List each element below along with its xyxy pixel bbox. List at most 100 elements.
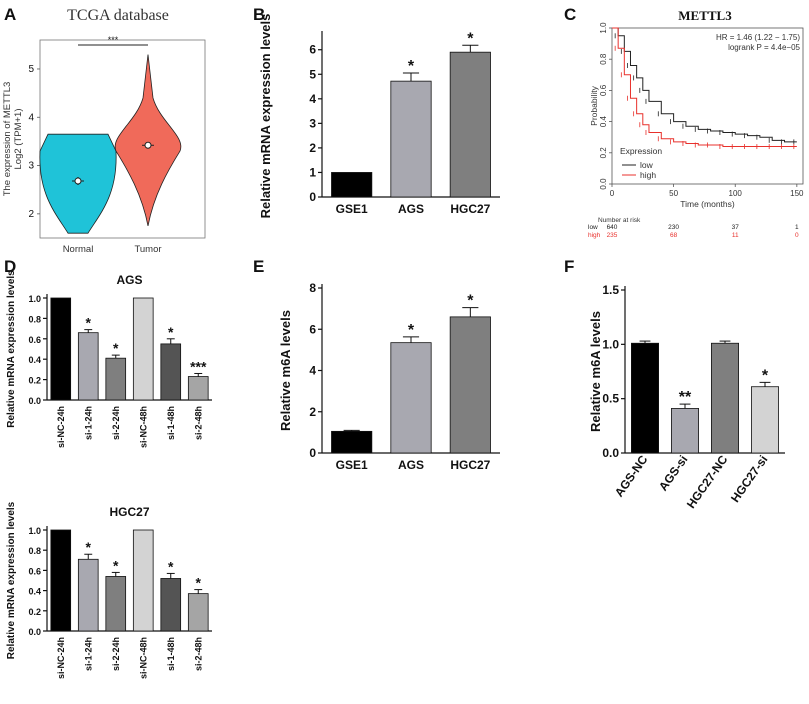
- risk-value: 1: [795, 224, 799, 231]
- chart-title: HGC27: [109, 505, 149, 519]
- bar-si-1-48h: [160, 343, 182, 401]
- panel-b-bar-chart: 0 1 2 3 4 5 6 Relative mRNA expression levels GS…: [258, 14, 500, 219]
- y-tick-label: 0.2: [599, 147, 608, 159]
- y-axis-label-line2: Log2 (TPM+1): [13, 109, 24, 170]
- plot-frame: [611, 27, 804, 185]
- chart-title: AGS: [116, 273, 142, 287]
- y-tick-label: 0.0: [602, 446, 619, 460]
- x-tick-label: Tumor: [134, 244, 161, 255]
- y-tick-label: 0.6: [28, 566, 41, 576]
- panel-d-hgc27-bar-chart: 0.0 0.2 0.4 0.6 0.8 1.0 Relative mRNA expressi…: [6, 501, 212, 679]
- median-point: [144, 141, 152, 149]
- panel-label-a: A: [4, 5, 16, 24]
- bar-hgc27: [449, 51, 491, 198]
- y-tick-label: 0.6: [599, 84, 608, 96]
- bar-ags: [390, 80, 432, 198]
- y-tick-label: 0.0: [599, 178, 608, 190]
- y-tick-label: 1: [309, 165, 316, 179]
- y-axis-label: Relative m6A levels: [588, 311, 603, 432]
- risk-value: 11: [732, 232, 739, 239]
- risk-value: 640: [607, 224, 618, 231]
- x-tick-label: si-NC-24h: [56, 406, 66, 448]
- y-tick-label: 5: [309, 67, 316, 81]
- y-axis-label: Probability: [589, 85, 599, 125]
- bar-si-2-24h: [105, 357, 127, 401]
- y-tick-label: 0.2: [28, 607, 41, 617]
- y-tick-label: 0: [309, 190, 316, 204]
- x-tick-label: si-2-48h: [193, 637, 203, 671]
- bar-hgc27-si: [751, 386, 780, 454]
- legend-title: Expression: [620, 146, 662, 156]
- significance-marker: *: [86, 315, 92, 331]
- significance-marker: *: [467, 293, 474, 310]
- x-tick-label: AGS: [398, 458, 424, 472]
- x-tick-label: Normal: [63, 244, 94, 255]
- y-tick-label: 5: [28, 64, 34, 75]
- bar-si-nc-24h: [50, 529, 72, 632]
- x-tick-label: si-2-24h: [111, 406, 121, 440]
- y-tick-label: 0.8: [599, 53, 608, 65]
- y-tick-label: 2: [309, 405, 316, 419]
- x-tick-label: si-1-48h: [166, 637, 176, 671]
- y-tick-label: 1.0: [28, 294, 41, 304]
- x-tick-label: si-2-24h: [111, 637, 121, 671]
- y-tick-label: 4: [309, 364, 316, 378]
- y-tick-label: 0: [309, 446, 316, 460]
- plot-frame: [39, 39, 206, 239]
- bar-hgc27: [449, 316, 491, 454]
- survival-curve-low: [612, 27, 797, 143]
- x-tick-label: HGC27-si: [728, 453, 770, 505]
- y-axis-label: Relative mRNA expression levels: [258, 14, 273, 219]
- chart-title: TCGA database: [67, 7, 169, 24]
- significance-marker: *: [196, 575, 202, 591]
- x-tick-label: si-1-48h: [166, 406, 176, 440]
- y-axis-label: Relative mRNA expression levels: [6, 501, 17, 659]
- x-tick-label: AGS-si: [656, 453, 690, 494]
- legend-label-low: low: [640, 160, 654, 170]
- panel-e-bar-chart: 0 2 4 6 8 Relative m6A levels GSE1 * AGS * HGC27: [278, 281, 500, 472]
- y-axis-label-line1: The expression of METTL3: [2, 82, 13, 197]
- y-tick-label: 4: [28, 112, 34, 123]
- y-tick-label: 0.4: [28, 355, 41, 365]
- risk-value: 230: [668, 224, 679, 231]
- bar-si-nc-48h: [132, 529, 154, 632]
- risk-row-label: high: [588, 232, 601, 239]
- significance-marker: *: [408, 58, 415, 75]
- chart-title: METTL3: [678, 8, 732, 23]
- x-tick-label: HGC27: [450, 202, 490, 216]
- x-tick-label: GSE1: [336, 202, 368, 216]
- x-tick-label: 100: [729, 189, 743, 198]
- y-tick-label: 0.5: [602, 392, 619, 406]
- y-tick-label: 0.4: [599, 115, 608, 127]
- logrank-annotation: logrank P = 4.4e−05: [728, 43, 800, 52]
- y-tick-label: 0.8: [28, 314, 41, 324]
- bar-ags: [390, 342, 432, 454]
- x-tick-label: si-NC-24h: [56, 637, 66, 679]
- significance-marker: *: [113, 340, 119, 356]
- legend-label-high: high: [640, 170, 656, 180]
- x-tick-label: HGC27-NC: [684, 452, 731, 511]
- significance-marker: *: [113, 557, 119, 573]
- significance-marker: *: [168, 558, 174, 574]
- bar-si-2-48h: [187, 376, 209, 401]
- significance-marker: *: [86, 539, 92, 555]
- significance-marker: *: [168, 324, 174, 340]
- y-tick-label: 2: [309, 141, 316, 155]
- y-tick-label: 1.0: [602, 337, 619, 351]
- x-tick-label: si-NC-48h: [138, 637, 148, 679]
- y-tick-label: 6: [309, 322, 316, 336]
- bar-si-nc-24h: [50, 297, 72, 401]
- risk-value: 0: [795, 232, 799, 239]
- risk-value: 235: [607, 232, 618, 239]
- y-tick-label: 3: [28, 161, 34, 172]
- bar-si-2-48h: [187, 593, 209, 632]
- bar-ags-nc: [631, 342, 660, 454]
- y-tick-label: 1.0: [28, 526, 41, 536]
- y-axis-label: Relative m6A levels: [278, 310, 293, 431]
- significance-marker: **: [679, 389, 692, 406]
- bar-si-1-24h: [77, 332, 99, 401]
- y-tick-label: 0.4: [28, 587, 41, 597]
- bar-si-1-24h: [77, 558, 99, 632]
